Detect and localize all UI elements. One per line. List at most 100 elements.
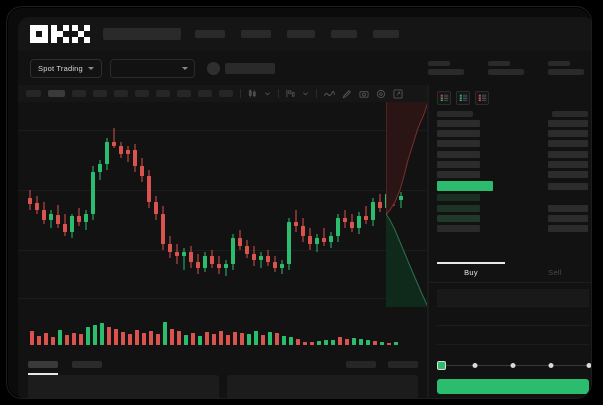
orderbook-amount — [548, 224, 588, 232]
bottom-panel-1[interactable] — [227, 375, 418, 398]
orderbook-row[interactable] — [437, 130, 588, 138]
candle-body — [216, 264, 222, 268]
volume-bar — [351, 338, 357, 345]
orderbook-asks-icon[interactable] — [475, 91, 489, 105]
candle-body — [328, 236, 334, 242]
candle-body — [370, 202, 376, 220]
candle-wick — [113, 128, 115, 148]
market-type-dropdown[interactable]: Spot Trading — [30, 58, 102, 78]
candle-body — [293, 222, 299, 226]
bottom-tab-0[interactable] — [28, 360, 58, 375]
volume-bar — [43, 333, 49, 345]
indicator-icon[interactable] — [286, 89, 295, 98]
candle — [321, 228, 327, 246]
order-amount-input[interactable] — [437, 308, 589, 326]
candle-wick — [400, 192, 402, 208]
orderbook-row[interactable] — [437, 224, 588, 232]
fullscreen-icon[interactable] — [393, 88, 403, 99]
bottom-tab-1[interactable] — [72, 360, 102, 368]
chevron-down-icon[interactable] — [264, 90, 271, 97]
candle — [55, 205, 61, 228]
bottom-action-1[interactable] — [388, 360, 418, 368]
volume-bar — [36, 336, 42, 345]
orderbook-bids-icon[interactable] — [456, 91, 470, 105]
order-total-input[interactable] — [437, 327, 589, 345]
timeframe-2[interactable] — [72, 90, 86, 97]
orderbook-mode-switcher — [429, 85, 591, 110]
volume-bar — [169, 329, 175, 345]
timeframe-0[interactable] — [26, 90, 41, 97]
pane-divider[interactable] — [427, 85, 428, 398]
orderbook-row[interactable] — [437, 120, 588, 127]
nav-item-3[interactable] — [331, 30, 357, 38]
bottom-panel-0[interactable] — [28, 375, 219, 398]
timeframe-1[interactable] — [48, 90, 65, 97]
chevron-down-icon[interactable] — [302, 90, 309, 97]
nav-item-4[interactable] — [373, 30, 399, 38]
nav-item-0[interactable] — [195, 30, 225, 38]
orderbook-row[interactable] — [437, 194, 588, 202]
candle — [202, 252, 208, 272]
order-amount-slider[interactable] — [437, 361, 591, 371]
candle — [181, 248, 187, 270]
candlestick-chart-icon[interactable] — [248, 89, 257, 98]
camera-icon[interactable] — [359, 89, 369, 99]
candle — [216, 256, 222, 274]
slider-stop-25[interactable] — [472, 363, 478, 368]
candle — [223, 260, 229, 276]
candle-body — [237, 238, 243, 246]
bottom-action-0[interactable] — [346, 360, 376, 368]
nav-item-1[interactable] — [241, 30, 271, 38]
candle — [83, 210, 89, 230]
slider-stop-50[interactable] — [510, 363, 516, 368]
tab-sell[interactable]: Sell — [513, 263, 591, 282]
timeframe-9[interactable] — [219, 90, 233, 97]
timeframe-6[interactable] — [156, 90, 170, 97]
ticker-stat-value — [428, 69, 464, 75]
orderbook-row[interactable] — [437, 140, 588, 148]
candle — [300, 218, 306, 242]
order-price-input[interactable] — [437, 289, 589, 307]
order-form-fields — [429, 283, 591, 345]
slider-stop-100[interactable] — [586, 363, 591, 368]
orderbook-row[interactable] — [437, 214, 588, 222]
pair-select[interactable] — [109, 58, 195, 78]
timeframe-4[interactable] — [114, 90, 128, 97]
timeframe-5[interactable] — [135, 90, 149, 97]
bottom-panels — [18, 375, 428, 398]
ticker-stat-0 — [428, 61, 464, 75]
candle-body — [279, 264, 285, 268]
candle — [272, 256, 278, 272]
slider-stop-75[interactable] — [548, 363, 554, 368]
orderbook-row[interactable] — [437, 204, 588, 212]
orderbook-row[interactable] — [437, 170, 588, 178]
line-chart-icon[interactable] — [324, 90, 335, 98]
toolbar-divider — [316, 89, 317, 98]
orderbook-row[interactable] — [437, 150, 588, 158]
ticker-stat-1 — [488, 61, 524, 75]
candle-body — [27, 198, 33, 204]
candle — [370, 198, 376, 226]
timeframe-3[interactable] — [93, 90, 107, 97]
nav-item-2[interactable] — [287, 30, 315, 38]
candle-body — [174, 252, 180, 256]
settings-gear-icon[interactable] — [376, 89, 386, 99]
pencil-icon[interactable] — [342, 89, 352, 99]
timeframe-8[interactable] — [198, 90, 212, 97]
volume-series — [18, 307, 428, 345]
tab-buy[interactable]: Buy — [429, 263, 513, 282]
volume-bar — [372, 341, 378, 345]
order-form: Buy Sell — [429, 262, 591, 398]
place-buy-order-button[interactable] — [437, 379, 589, 394]
search-input[interactable] — [103, 28, 181, 40]
volume-bar — [127, 334, 133, 345]
candle — [153, 196, 159, 220]
candle — [398, 192, 404, 208]
okx-logo[interactable] — [30, 24, 91, 44]
orderbook-row[interactable] — [437, 160, 588, 168]
orderbook-both-icon[interactable] — [437, 91, 451, 105]
timeframe-7[interactable] — [177, 90, 191, 97]
slider-handle[interactable] — [437, 361, 446, 370]
price-chart[interactable] — [18, 102, 428, 354]
